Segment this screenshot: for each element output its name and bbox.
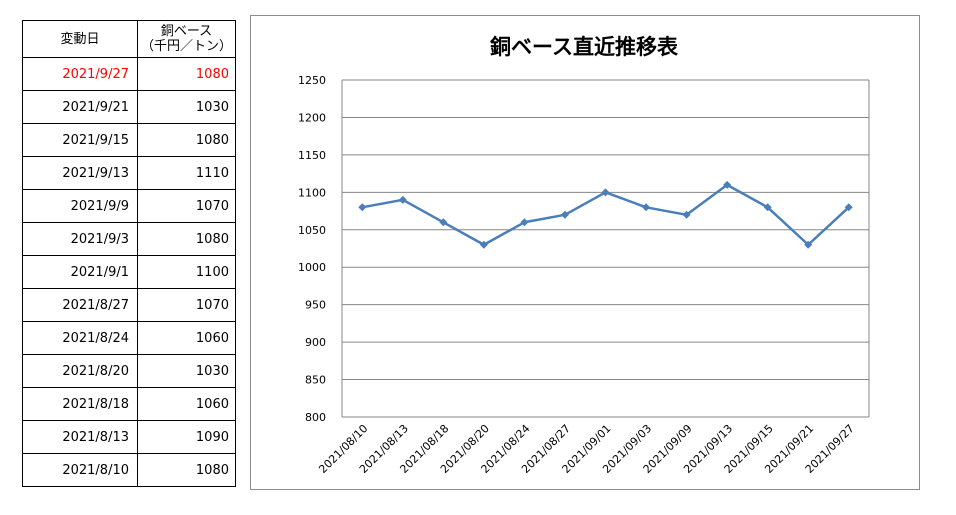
price-cell: 1110 xyxy=(137,156,236,190)
price-column-header-line2: （千円／トン） xyxy=(140,39,232,54)
y-tick-label: 1150 xyxy=(298,149,326,162)
y-tick-label: 1000 xyxy=(298,261,326,274)
table-row: 2021/9/3 1080 xyxy=(22,222,236,256)
price-cell: 1070 xyxy=(137,189,236,223)
price-column-header: 銅ベース （千円／トン） xyxy=(137,20,236,58)
table-row: 2021/8/24 1060 xyxy=(22,321,236,355)
date-cell: 2021/8/18 xyxy=(22,387,138,421)
data-point-marker xyxy=(723,180,732,189)
grid-layer xyxy=(341,79,870,418)
data-point-marker xyxy=(560,210,569,219)
data-point-marker xyxy=(601,188,610,197)
price-cell: 1060 xyxy=(137,321,236,355)
data-point-marker xyxy=(844,203,853,212)
table-row: 2021/8/18 1060 xyxy=(22,387,236,421)
y-tick-label: 1250 xyxy=(298,74,326,87)
price-cell: 1090 xyxy=(137,420,236,454)
date-column-header: 変動日 xyxy=(22,20,138,58)
table-row: 2021/8/10 1080 xyxy=(22,453,236,487)
date-cell: 2021/9/3 xyxy=(22,222,138,256)
line-chart: 銅ベース直近推移表 800 850 900 950 1000 1050 1100 1150 12… xyxy=(298,35,870,476)
table-row: 2021/8/27 1070 xyxy=(22,288,236,322)
table-row: 2021/9/13 1110 xyxy=(22,156,236,190)
table-row: 2021/9/27 1080 xyxy=(22,57,236,91)
table-row: 2021/8/13 1090 xyxy=(22,420,236,454)
price-cell: 1080 xyxy=(137,57,236,91)
price-cell: 1100 xyxy=(137,255,236,289)
y-tick-label: 800 xyxy=(305,411,326,424)
table-row: 2021/8/20 1030 xyxy=(22,354,236,388)
data-point-marker xyxy=(520,218,529,227)
y-tick-label: 850 xyxy=(305,374,326,387)
date-cell: 2021/8/24 xyxy=(22,321,138,355)
table-row: 2021/9/21 1030 xyxy=(22,90,236,124)
y-axis-tick-labels: 800 850 900 950 1000 1050 1100 1150 1200 1250 xyxy=(298,74,326,424)
date-cell: 2021/8/27 xyxy=(22,288,138,322)
table-row: 2021/9/15 1080 xyxy=(22,123,236,157)
y-tick-label: 1050 xyxy=(298,224,326,237)
date-cell: 2021/9/21 xyxy=(22,90,138,124)
chart-frame: 銅ベース直近推移表 800 850 900 950 1000 1050 1100 1150 12… xyxy=(250,15,920,490)
data-point-marker xyxy=(439,218,448,227)
price-cell: 1080 xyxy=(137,453,236,487)
price-cell: 1030 xyxy=(137,354,236,388)
price-cell: 1080 xyxy=(137,123,236,157)
price-column-header-line1: 銅ベース xyxy=(160,24,213,39)
x-axis-tick-labels: 2021/08/102021/08/132021/08/182021/08/20… xyxy=(316,422,856,476)
price-cell: 1080 xyxy=(137,222,236,256)
date-cell: 2021/9/15 xyxy=(22,123,138,157)
price-table: 変動日 銅ベース （千円／トン） 2021/9/27 1080 2021/9/21 1… xyxy=(22,20,236,487)
data-point-marker xyxy=(682,210,691,219)
y-tick-label: 1100 xyxy=(298,186,326,199)
date-cell: 2021/8/20 xyxy=(22,354,138,388)
date-cell: 2021/9/13 xyxy=(22,156,138,190)
y-tick-label: 1200 xyxy=(298,111,326,124)
date-cell: 2021/9/9 xyxy=(22,189,138,223)
price-cell: 1070 xyxy=(137,288,236,322)
date-cell: 2021/9/27 xyxy=(22,57,138,91)
data-point-marker xyxy=(398,195,407,204)
date-cell: 2021/8/13 xyxy=(22,420,138,454)
y-tick-label: 900 xyxy=(305,336,326,349)
table-header-row: 変動日 銅ベース （千円／トン） xyxy=(22,20,236,58)
data-point-marker xyxy=(642,203,651,212)
data-point-marker xyxy=(804,240,813,249)
data-point-marker xyxy=(479,240,488,249)
data-point-marker xyxy=(358,203,367,212)
data-point-marker xyxy=(763,203,772,212)
table-row: 2021/9/1 1100 xyxy=(22,255,236,289)
price-cell: 1060 xyxy=(137,387,236,421)
y-tick-label: 950 xyxy=(305,299,326,312)
table-row: 2021/9/9 1070 xyxy=(22,189,236,223)
series-layer xyxy=(358,180,853,249)
date-cell: 2021/9/1 xyxy=(22,255,138,289)
price-cell: 1030 xyxy=(137,90,236,124)
table-body: 2021/9/27 1080 2021/9/21 1030 2021/9/15 1080 2… xyxy=(22,57,236,487)
chart-title: 銅ベース直近推移表 xyxy=(490,35,679,59)
date-cell: 2021/8/10 xyxy=(22,453,138,487)
